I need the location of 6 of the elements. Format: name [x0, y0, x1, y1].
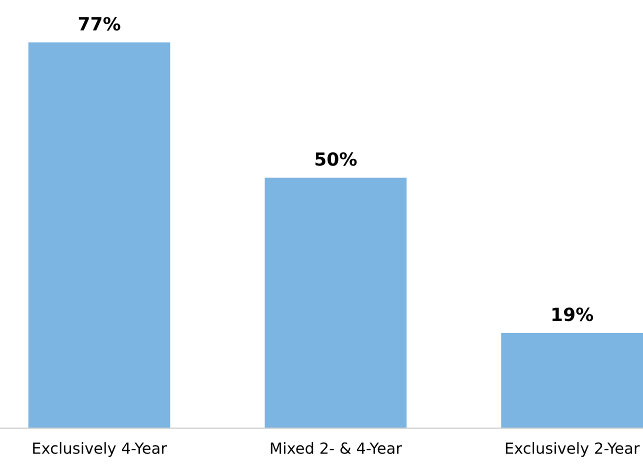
data-label: 77%	[78, 16, 120, 31]
data-label: 19%	[552, 308, 594, 322]
x-tick-label: Exclusively 2-Year	[506, 442, 640, 457]
data-label: 50%	[315, 152, 357, 166]
x-tick-label: Mixed 2- & 4-Year	[270, 442, 402, 454]
x-tick-label: Exclusively 4-Year	[33, 442, 167, 457]
